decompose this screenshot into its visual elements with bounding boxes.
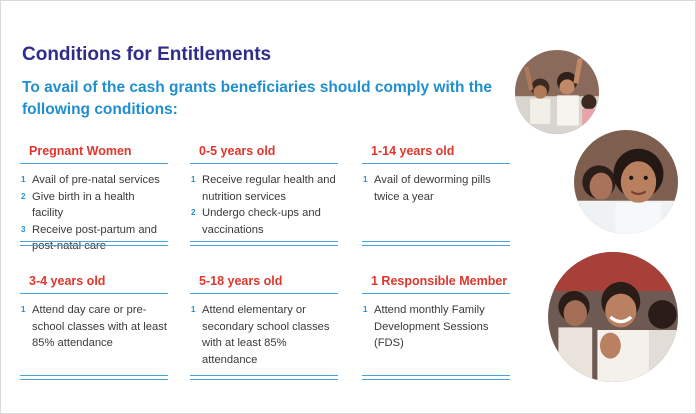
condition-card-3-4-years: 3-4 years old 1 Attend day care or pre-sc… [20,273,168,380]
card-bottom-rule [20,375,168,383]
card-item-list: 1 Receive regular health and nutrition se… [190,172,338,238]
item-text: Receive regular health and nutrition ser… [202,174,336,203]
item-text: Receive post-partum and post-natal care [32,223,157,253]
condition-card-1-14-years: 1-14 years old 1 Avail of deworming pills… [362,143,510,246]
mothers-clapping-photo [548,252,678,382]
slide-subtitle: To avail of the cash grants beneficiarie… [22,79,492,118]
condition-card-pregnant-women: Pregnant Women 1 Avail of pre-natal servi… [20,143,168,255]
item-text: Attend day care or pre-school classes wi… [32,304,167,349]
card-item-list: 1 Avail of deworming pills twice a year [362,172,510,205]
item-number: 1 [21,305,26,314]
mothers-clapping-image [548,252,678,382]
item-text: Undergo check-ups and vaccinations [202,207,321,236]
list-item: 1 Attend monthly Family Development Sessi… [362,302,510,352]
list-item: 1 Attend elementary or secondary school c… [190,302,338,368]
card-item-list: 1 Attend day care or pre-school classes w… [20,302,168,352]
card-bottom-rule [20,241,168,249]
card-item-list: 1 Avail of pre-natal services 2 Give birth… [20,172,168,255]
slide-title: Conditions for Entitlements [22,44,272,65]
schoolgirl-photo [574,130,678,234]
list-item: 2 Give birth in a health facility [20,189,168,222]
card-item-list: 1 Attend elementary or secondary school c… [190,302,338,368]
condition-card-0-5-years: 0-5 years old 1 Receive regular health an… [190,143,338,246]
card-divider [190,163,338,164]
item-number: 1 [363,305,368,314]
item-number: 3 [21,224,26,234]
item-number: 1 [363,175,368,184]
list-item: 3 Receive post-partum and post-natal care [20,222,168,255]
card-title: 1-14 years old [371,144,455,158]
card-bottom-rule [362,375,510,383]
card-title: 3-4 years old [29,274,106,288]
card-item-list: 1 Attend monthly Family Development Sessi… [362,302,510,352]
list-item: 2 Undergo check-ups and vaccinations [190,205,338,238]
condition-card-responsible-member: 1 Responsible Member 1 Attend monthly Fam… [362,273,510,380]
card-title: 0-5 years old [199,144,276,158]
card-divider [362,293,510,294]
list-item: 1 Avail of pre-natal services [20,172,168,189]
condition-card-5-18-years: 5-18 years old 1 Attend elementary or sec… [190,273,338,380]
card-title: 1 Responsible Member [371,274,508,288]
item-number: 2 [21,191,26,201]
item-number: 2 [191,208,196,217]
item-text: Avail of pre-natal services [32,174,160,186]
item-number: 1 [21,175,26,184]
item-text: Attend elementary or secondary school cl… [202,304,330,366]
item-text: Give birth in a health facility [32,190,135,220]
list-item: 1 Attend day care or pre-school classes w… [20,302,168,352]
list-item: 1 Receive regular health and nutrition se… [190,172,338,205]
schoolgirl-image [574,130,678,234]
item-number: 1 [191,305,196,314]
card-title: 5-18 years old [199,274,283,288]
card-bottom-rule [362,241,510,249]
card-divider [190,293,338,294]
card-bottom-rule [190,241,338,249]
card-divider [20,293,168,294]
item-text: Attend monthly Family Development Sessio… [374,304,489,349]
item-text: Avail of deworming pills twice a year [374,174,491,203]
list-item: 1 Avail of deworming pills twice a year [362,172,510,205]
classroom-children-photo [515,50,599,134]
classroom-children-image [515,50,599,134]
card-bottom-rule [190,375,338,383]
card-divider [362,163,510,164]
card-title: Pregnant Women [29,144,132,158]
card-divider [20,163,168,164]
item-number: 1 [191,175,196,184]
